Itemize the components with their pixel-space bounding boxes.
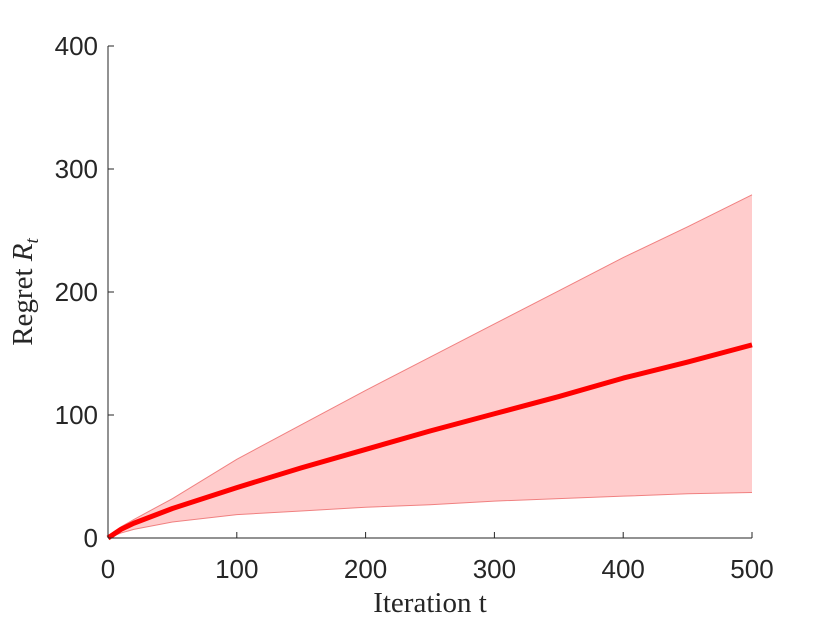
y-tick-label: 400 [55, 31, 98, 61]
y-tick-label: 300 [55, 154, 98, 184]
y-tick-label: 100 [55, 400, 98, 430]
y-tick-label: 200 [55, 277, 98, 307]
x-tick-label: 0 [101, 554, 115, 584]
band-lower-edge [107, 491, 753, 539]
x-axis-label: Iteration t [373, 587, 487, 619]
x-tick-label: 500 [730, 554, 773, 584]
x-tick-label: 300 [473, 554, 516, 584]
y-label-math: R [7, 243, 39, 262]
y-axis-label: Regret Rt [7, 238, 43, 346]
y-tick-label: 0 [84, 523, 98, 553]
y-label-sub: t [22, 238, 43, 244]
y-label-text: Regret [7, 268, 39, 345]
mean-line [106, 342, 753, 541]
x-tick-label: 200 [344, 554, 387, 584]
band-upper-edge [107, 194, 753, 539]
x-tick-label: 100 [215, 554, 258, 584]
x-tick-label: 400 [602, 554, 645, 584]
confidence-band [108, 194, 752, 538]
